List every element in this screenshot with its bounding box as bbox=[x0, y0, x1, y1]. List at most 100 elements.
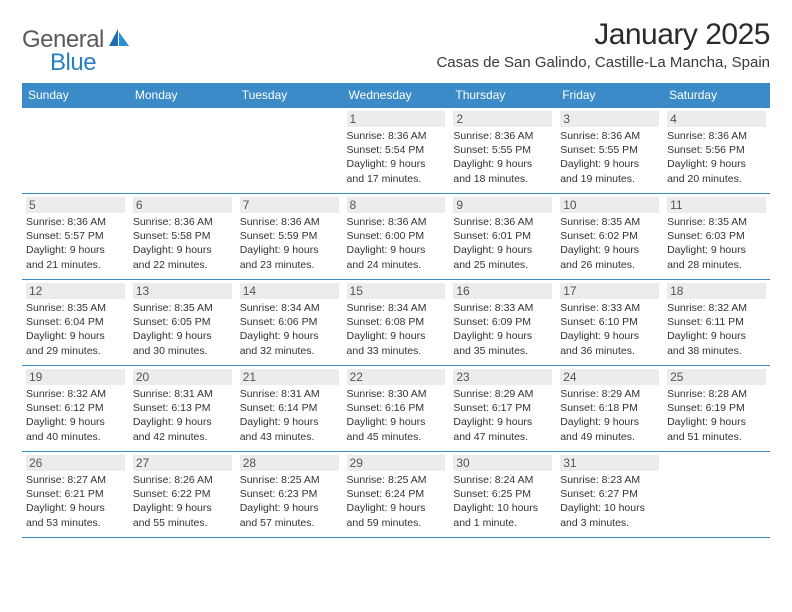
day-details: Sunrise: 8:25 AMSunset: 6:23 PMDaylight:… bbox=[240, 473, 339, 530]
detail-line: Daylight: 9 hours bbox=[133, 329, 232, 343]
day-details: Sunrise: 8:36 AMSunset: 6:01 PMDaylight:… bbox=[453, 215, 552, 272]
day-number: 18 bbox=[667, 283, 766, 299]
detail-line: Sunrise: 8:30 AM bbox=[347, 387, 446, 401]
calendar-cell: 13Sunrise: 8:35 AMSunset: 6:05 PMDayligh… bbox=[129, 280, 236, 366]
day-number: 8 bbox=[347, 197, 446, 213]
detail-line: Sunrise: 8:33 AM bbox=[560, 301, 659, 315]
day-number: 15 bbox=[347, 283, 446, 299]
detail-line: Sunset: 6:27 PM bbox=[560, 487, 659, 501]
calendar-cell: 14Sunrise: 8:34 AMSunset: 6:06 PMDayligh… bbox=[236, 280, 343, 366]
detail-line: Sunset: 6:18 PM bbox=[560, 401, 659, 415]
detail-line: Daylight: 9 hours bbox=[240, 501, 339, 515]
detail-line: Daylight: 9 hours bbox=[133, 501, 232, 515]
detail-line: Daylight: 9 hours bbox=[560, 415, 659, 429]
detail-line: Daylight: 9 hours bbox=[347, 329, 446, 343]
detail-line: Sunrise: 8:36 AM bbox=[347, 129, 446, 143]
detail-line: Sunrise: 8:29 AM bbox=[453, 387, 552, 401]
detail-line: Sunrise: 8:24 AM bbox=[453, 473, 552, 487]
detail-line: and 35 minutes. bbox=[453, 344, 552, 358]
day-details: Sunrise: 8:36 AMSunset: 5:56 PMDaylight:… bbox=[667, 129, 766, 186]
calendar-cell: 25Sunrise: 8:28 AMSunset: 6:19 PMDayligh… bbox=[663, 366, 770, 452]
day-details: Sunrise: 8:36 AMSunset: 5:57 PMDaylight:… bbox=[26, 215, 125, 272]
day-details: Sunrise: 8:33 AMSunset: 6:09 PMDaylight:… bbox=[453, 301, 552, 358]
detail-line: Sunrise: 8:36 AM bbox=[453, 215, 552, 229]
day-details: Sunrise: 8:34 AMSunset: 6:08 PMDaylight:… bbox=[347, 301, 446, 358]
day-details: Sunrise: 8:29 AMSunset: 6:17 PMDaylight:… bbox=[453, 387, 552, 444]
detail-line: Daylight: 10 hours bbox=[453, 501, 552, 515]
calendar-cell: 19Sunrise: 8:32 AMSunset: 6:12 PMDayligh… bbox=[22, 366, 129, 452]
calendar-cell: 3Sunrise: 8:36 AMSunset: 5:55 PMDaylight… bbox=[556, 108, 663, 194]
detail-line: Sunset: 5:59 PM bbox=[240, 229, 339, 243]
day-number: 10 bbox=[560, 197, 659, 213]
day-details: Sunrise: 8:35 AMSunset: 6:03 PMDaylight:… bbox=[667, 215, 766, 272]
day-number: 27 bbox=[133, 455, 232, 471]
day-header: Tuesday bbox=[236, 83, 343, 108]
month-title: January 2025 bbox=[436, 18, 770, 52]
detail-line: Daylight: 9 hours bbox=[453, 243, 552, 257]
calendar-cell: 12Sunrise: 8:35 AMSunset: 6:04 PMDayligh… bbox=[22, 280, 129, 366]
detail-line: Sunrise: 8:36 AM bbox=[560, 129, 659, 143]
day-number: 1 bbox=[347, 111, 446, 127]
calendar-cell bbox=[129, 108, 236, 194]
calendar-header-row: SundayMondayTuesdayWednesdayThursdayFrid… bbox=[22, 83, 770, 108]
calendar-week-row: 5Sunrise: 8:36 AMSunset: 5:57 PMDaylight… bbox=[22, 194, 770, 280]
day-details: Sunrise: 8:36 AMSunset: 6:00 PMDaylight:… bbox=[347, 215, 446, 272]
detail-line: Sunset: 6:01 PM bbox=[453, 229, 552, 243]
detail-line: Sunrise: 8:27 AM bbox=[26, 473, 125, 487]
calendar-week-row: 19Sunrise: 8:32 AMSunset: 6:12 PMDayligh… bbox=[22, 366, 770, 452]
detail-line: Sunrise: 8:36 AM bbox=[347, 215, 446, 229]
detail-line: and 18 minutes. bbox=[453, 172, 552, 186]
detail-line: Sunrise: 8:35 AM bbox=[560, 215, 659, 229]
day-details: Sunrise: 8:36 AMSunset: 5:58 PMDaylight:… bbox=[133, 215, 232, 272]
detail-line: Sunset: 6:04 PM bbox=[26, 315, 125, 329]
detail-line: and 3 minutes. bbox=[560, 516, 659, 530]
day-number: 21 bbox=[240, 369, 339, 385]
day-details: Sunrise: 8:35 AMSunset: 6:05 PMDaylight:… bbox=[133, 301, 232, 358]
detail-line: Sunset: 6:02 PM bbox=[560, 229, 659, 243]
calendar-cell: 30Sunrise: 8:24 AMSunset: 6:25 PMDayligh… bbox=[449, 452, 556, 538]
detail-line: Sunrise: 8:23 AM bbox=[560, 473, 659, 487]
detail-line: Daylight: 9 hours bbox=[560, 243, 659, 257]
calendar-week-row: 26Sunrise: 8:27 AMSunset: 6:21 PMDayligh… bbox=[22, 452, 770, 538]
calendar-cell: 15 Sunrise: 8:34 AMSunset: 6:08 PMDayligh… bbox=[343, 280, 450, 366]
calendar-cell bbox=[22, 108, 129, 194]
day-details: Sunrise: 8:36 AMSunset: 5:55 PMDaylight:… bbox=[453, 129, 552, 186]
detail-line: and 23 minutes. bbox=[240, 258, 339, 272]
detail-line: Sunrise: 8:34 AM bbox=[347, 301, 446, 315]
detail-line: Sunrise: 8:33 AM bbox=[453, 301, 552, 315]
detail-line: and 55 minutes. bbox=[133, 516, 232, 530]
day-details: Sunrise: 8:35 AMSunset: 6:04 PMDaylight:… bbox=[26, 301, 125, 358]
detail-line: and 33 minutes. bbox=[347, 344, 446, 358]
calendar-cell: 11Sunrise: 8:35 AMSunset: 6:03 PMDayligh… bbox=[663, 194, 770, 280]
calendar-cell: 17Sunrise: 8:33 AMSunset: 6:10 PMDayligh… bbox=[556, 280, 663, 366]
calendar-cell: 28Sunrise: 8:25 AMSunset: 6:23 PMDayligh… bbox=[236, 452, 343, 538]
detail-line: and 53 minutes. bbox=[26, 516, 125, 530]
detail-line: and 38 minutes. bbox=[667, 344, 766, 358]
day-number: 16 bbox=[453, 283, 552, 299]
day-details: Sunrise: 8:33 AMSunset: 6:10 PMDaylight:… bbox=[560, 301, 659, 358]
detail-line: Sunset: 5:55 PM bbox=[453, 143, 552, 157]
detail-line: Sunset: 6:10 PM bbox=[560, 315, 659, 329]
detail-line: Sunset: 6:00 PM bbox=[347, 229, 446, 243]
detail-line: and 19 minutes. bbox=[560, 172, 659, 186]
detail-line: Daylight: 9 hours bbox=[240, 243, 339, 257]
detail-line: Sunset: 6:06 PM bbox=[240, 315, 339, 329]
day-number: 23 bbox=[453, 369, 552, 385]
detail-line: Sunrise: 8:35 AM bbox=[26, 301, 125, 315]
day-details: Sunrise: 8:35 AMSunset: 6:02 PMDaylight:… bbox=[560, 215, 659, 272]
detail-line: Sunset: 6:11 PM bbox=[667, 315, 766, 329]
calendar-cell: 16 Sunrise: 8:33 AMSunset: 6:09 PMDayligh… bbox=[449, 280, 556, 366]
detail-line: Daylight: 9 hours bbox=[347, 501, 446, 515]
day-number: 4 bbox=[667, 111, 766, 127]
detail-line: and 20 minutes. bbox=[667, 172, 766, 186]
calendar-body: 1Sunrise: 8:36 AMSunset: 5:54 PMDaylight… bbox=[22, 108, 770, 538]
calendar-cell: 5Sunrise: 8:36 AMSunset: 5:57 PMDaylight… bbox=[22, 194, 129, 280]
calendar-cell: 18Sunrise: 8:32 AMSunset: 6:11 PMDayligh… bbox=[663, 280, 770, 366]
calendar-cell: 20Sunrise: 8:31 AMSunset: 6:13 PMDayligh… bbox=[129, 366, 236, 452]
detail-line: Sunset: 6:14 PM bbox=[240, 401, 339, 415]
detail-line: Daylight: 9 hours bbox=[560, 157, 659, 171]
calendar-cell: 31Sunrise: 8:23 AMSunset: 6:27 PMDayligh… bbox=[556, 452, 663, 538]
day-details: Sunrise: 8:27 AMSunset: 6:21 PMDaylight:… bbox=[26, 473, 125, 530]
day-details: Sunrise: 8:34 AMSunset: 6:06 PMDaylight:… bbox=[240, 301, 339, 358]
brand-blue: Blue bbox=[50, 49, 96, 77]
